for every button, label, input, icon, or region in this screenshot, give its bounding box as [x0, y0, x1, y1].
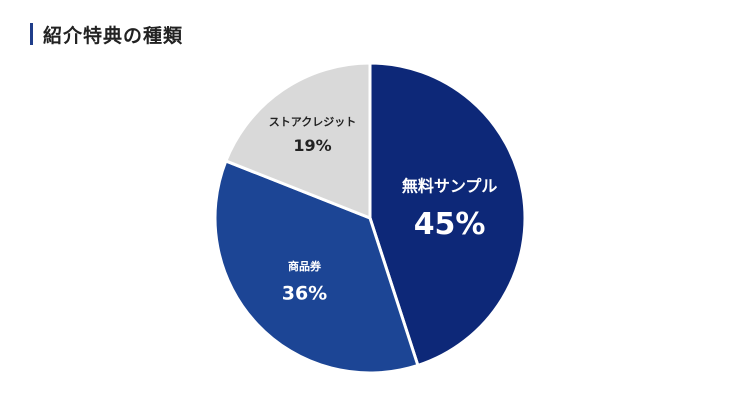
slice-value-label: 45%	[414, 207, 486, 242]
slice-value-label: 36%	[282, 283, 327, 305]
chart-title-bar: 紹介特典の種類	[30, 22, 184, 47]
pie-slice	[213, 159, 420, 375]
slice-name-label: ストアクレジット	[269, 115, 356, 128]
slice-value-label: 19%	[293, 136, 331, 155]
slice-name-label: 商品券	[288, 259, 322, 273]
title-accent-bar	[30, 23, 33, 45]
chart-title: 紹介特典の種類	[43, 24, 184, 47]
pie-labels: 無料サンプル 45% 商品券 36% ストアクレジット 19%	[269, 115, 498, 304]
slice-name-label: 無料サンプル	[402, 176, 498, 195]
pie-slice	[224, 61, 372, 220]
pie-slices	[213, 61, 527, 375]
pie-slice	[368, 61, 527, 367]
